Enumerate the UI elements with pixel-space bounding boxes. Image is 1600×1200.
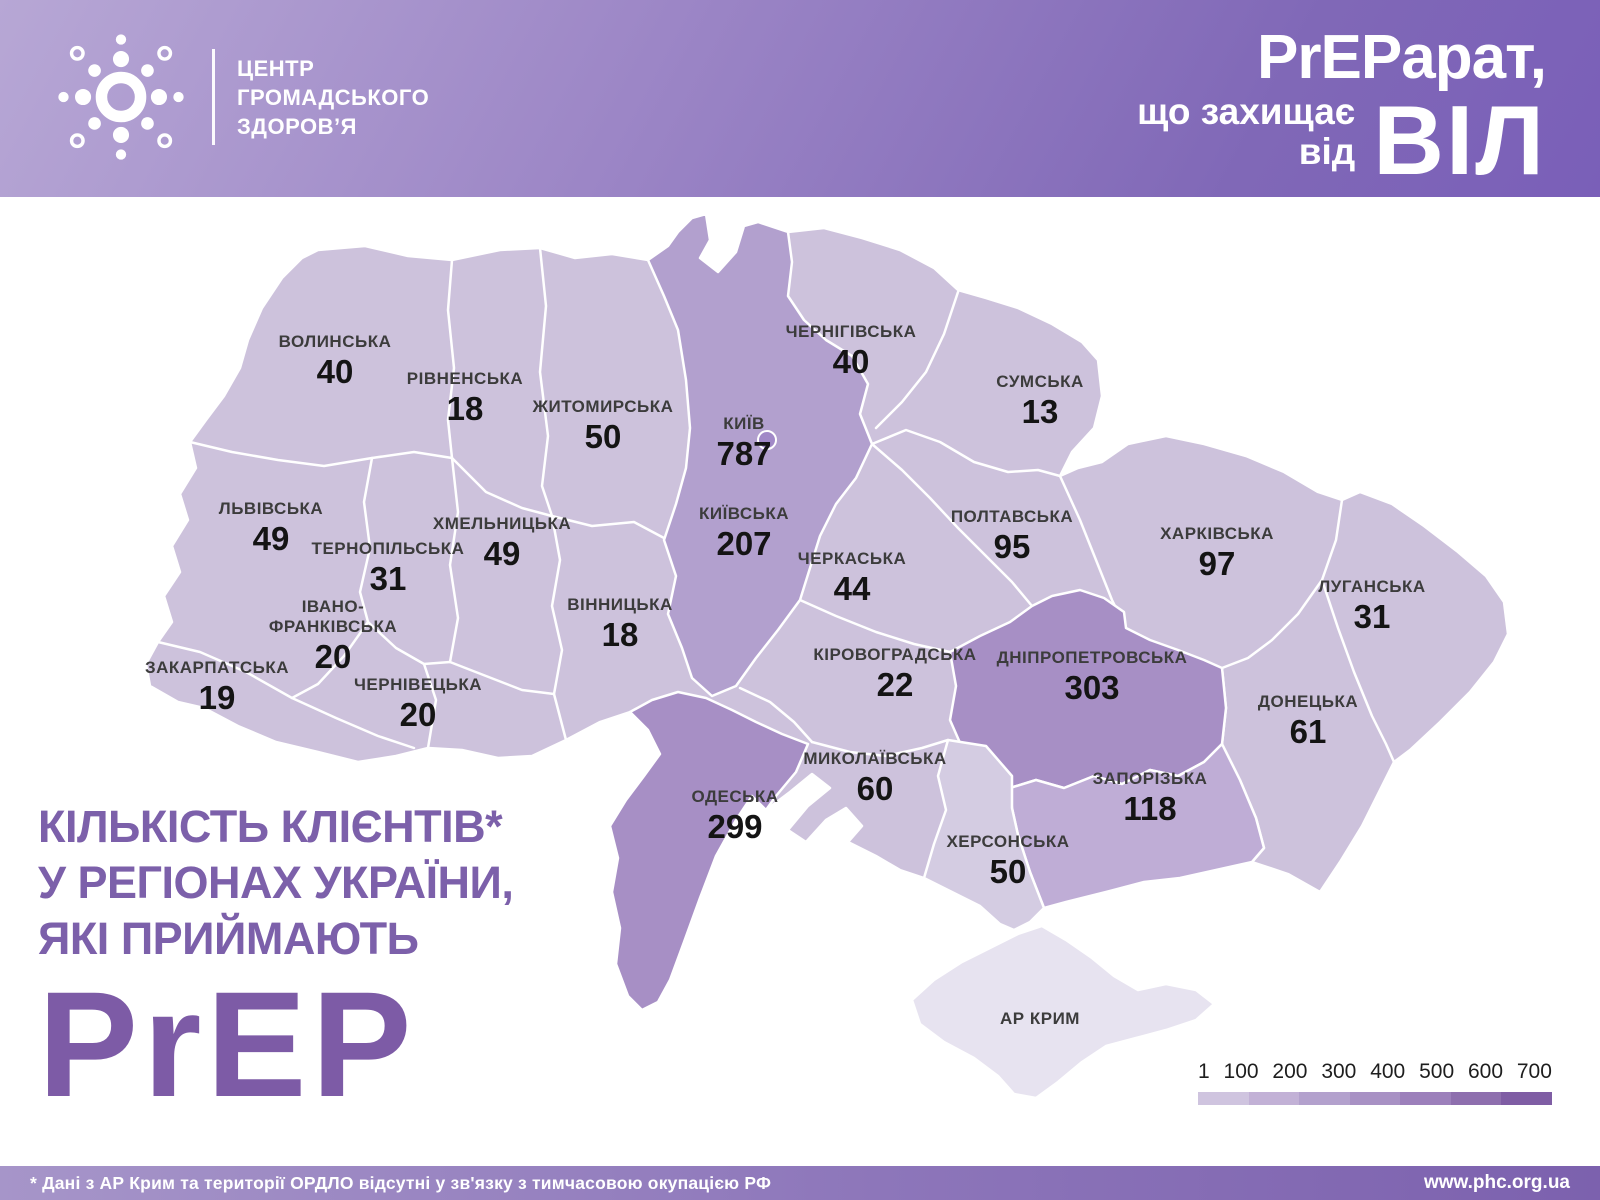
logo-text: ЦЕНТР ГРОМАДСЬКОГО ЗДОРОВ’Я bbox=[237, 54, 429, 141]
footer-note: * Дані з АР Крим та території ОРДЛО відс… bbox=[30, 1172, 772, 1193]
main-title: КІЛЬКІСТЬ КЛІЄНТІВ* У РЕГІОНАХ УКРАЇНИ, … bbox=[38, 799, 514, 1128]
tagline-vil: ВІЛ bbox=[1373, 85, 1546, 195]
oblast-borders bbox=[156, 246, 1396, 864]
region-shape-kyivska bbox=[646, 212, 874, 698]
legend-tick: 600 bbox=[1467, 1060, 1504, 1083]
legend-segment bbox=[1248, 1092, 1300, 1105]
tagline-line-1: PrEPарат, bbox=[1257, 23, 1547, 92]
legend-segment bbox=[1349, 1092, 1401, 1105]
legend-ticks: 1 100 200 300 400 500 600 700 bbox=[1198, 1060, 1552, 1084]
header-tagline: PrEPарат, що захищає від ВІЛ bbox=[1137, 23, 1547, 195]
legend: 1 100 200 300 400 500 600 700 bbox=[1198, 1060, 1553, 1105]
title-line-3: ЯКІ ПРИЙМАЮТЬ bbox=[38, 913, 419, 964]
title-prep: PrEP bbox=[38, 960, 417, 1128]
legend-segment bbox=[1198, 1092, 1249, 1105]
phc-logo-icon bbox=[58, 34, 184, 160]
legend-color-bar bbox=[1198, 1092, 1553, 1105]
region-shape-crimea bbox=[910, 924, 1216, 1100]
header: ЦЕНТР ГРОМАДСЬКОГО ЗДОРОВ’Я PrEPарат, що… bbox=[0, 0, 1600, 197]
logo-line-1: ЦЕНТР bbox=[237, 55, 315, 81]
legend-tick: 400 bbox=[1370, 1060, 1406, 1083]
kyiv-city-dot bbox=[757, 430, 777, 450]
legend-tick: 200 bbox=[1272, 1060, 1308, 1083]
region-shape-odeska bbox=[608, 690, 810, 1012]
legend-tick: 100 bbox=[1223, 1060, 1259, 1083]
legend-tick: 700 bbox=[1516, 1060, 1552, 1083]
tagline-line-3: від bbox=[1298, 131, 1356, 172]
legend-tick: 500 bbox=[1419, 1060, 1455, 1083]
title-line-1: КІЛЬКІСТЬ КЛІЄНТІВ* bbox=[38, 801, 503, 852]
footer-site-url: www.phc.org.ua bbox=[1423, 1172, 1570, 1193]
title-line-2: У РЕГІОНАХ УКРАЇНИ, bbox=[38, 857, 514, 908]
legend-segment bbox=[1501, 1092, 1553, 1105]
legend-tick: 1 bbox=[1198, 1060, 1210, 1083]
legend-segment bbox=[1299, 1092, 1350, 1105]
logo-line-2: ГРОМАДСЬКОГО bbox=[237, 84, 430, 110]
region-shape-khersonska bbox=[922, 738, 1046, 932]
phc-logo: ЦЕНТР ГРОМАДСЬКОГО ЗДОРОВ’Я bbox=[52, 28, 429, 166]
logo-divider bbox=[212, 49, 215, 145]
legend-tick: 300 bbox=[1321, 1060, 1357, 1083]
legend-segment bbox=[1400, 1092, 1451, 1105]
footer: * Дані з АР Крим та території ОРДЛО відс… bbox=[0, 1166, 1600, 1200]
legend-segment bbox=[1450, 1092, 1502, 1105]
tagline-line-2: що захищає bbox=[1137, 91, 1356, 132]
logo-line-3: ЗДОРОВ’Я bbox=[237, 113, 357, 139]
